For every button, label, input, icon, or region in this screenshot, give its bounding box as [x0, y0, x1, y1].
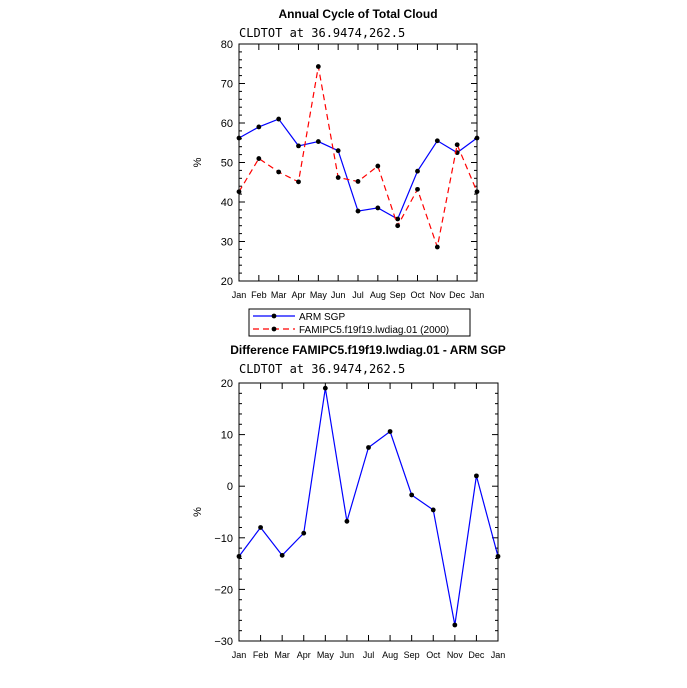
data-point	[335, 175, 341, 180]
legend-box	[248, 308, 471, 337]
data-point	[315, 64, 321, 69]
y-tick-label: −10	[214, 533, 233, 545]
x-tick-label: Jun	[331, 290, 346, 300]
data-point	[387, 429, 393, 434]
data-point	[236, 553, 242, 559]
data-point	[395, 216, 401, 222]
plot-frame	[238, 382, 499, 642]
data-point	[335, 148, 341, 154]
data-point	[454, 142, 460, 148]
x-tick-label: Jun	[340, 650, 355, 660]
data-point	[434, 138, 440, 144]
x-tick-label: Nov	[429, 290, 446, 300]
x-tick-label: Dec	[468, 650, 485, 660]
data-point	[276, 169, 282, 175]
x-tick-label: Jan	[232, 290, 247, 300]
data-point	[279, 552, 285, 558]
data-point	[236, 189, 242, 195]
y-tick-label: 60	[221, 118, 233, 130]
chart-title: Annual Cycle of Total Cloud	[278, 7, 437, 21]
x-tick-label: Aug	[382, 650, 398, 660]
series-line	[238, 66, 478, 250]
y-tick-label: −30	[214, 636, 233, 648]
x-tick-label: Jul	[363, 650, 375, 660]
x-tick-label: May	[317, 650, 335, 660]
x-tick-label: May	[310, 290, 328, 300]
data-point	[355, 179, 361, 184]
legend-label-arm-sgp: ARM SGP	[299, 312, 345, 323]
data-point	[474, 473, 479, 479]
data-point	[296, 143, 301, 149]
y-tick-label: 20	[221, 378, 233, 390]
chart-subtitle: CLDTOT at 36.9474,262.5	[239, 362, 405, 376]
data-point	[474, 135, 480, 141]
data-point	[495, 553, 501, 559]
x-tick-label: Feb	[251, 290, 267, 300]
chart-subtitle: CLDTOT at 36.9474,262.5	[239, 26, 405, 40]
x-tick-label: Jan	[470, 290, 485, 300]
plot-area: −30 −20 −10 0 10 20% Jan Feb Mar Apr May Jun Jul Aug S…	[192, 378, 505, 660]
data-point	[256, 124, 262, 130]
x-tick-label: Mar	[274, 650, 290, 660]
y-tick-label: 10	[221, 430, 233, 442]
series-line	[238, 118, 478, 220]
x-tick-label: Jan	[232, 650, 247, 660]
data-point	[452, 622, 458, 628]
data-point	[434, 244, 440, 250]
y-tick-label: 50	[221, 158, 233, 170]
data-point	[344, 518, 350, 524]
series-line	[238, 388, 499, 626]
legend-marker-arm-sgp	[271, 313, 277, 319]
data-point	[236, 135, 242, 141]
y-tick-label: 80	[221, 39, 233, 51]
y-axis-label: %	[192, 507, 204, 517]
data-point	[322, 385, 328, 391]
data-point	[315, 139, 321, 144]
x-tick-label: Aug	[370, 290, 386, 300]
x-tick-label: Jul	[352, 290, 364, 300]
x-tick-label: Oct	[426, 650, 441, 660]
legend-label-model: FAMIPC5.f19f19.lwdiag.01 (2000)	[299, 325, 449, 336]
data-point	[355, 208, 361, 214]
legend-marker-model	[271, 326, 277, 332]
data-point	[366, 445, 371, 450]
x-tick-label: Apr	[297, 650, 311, 660]
y-tick-label: 40	[221, 197, 233, 209]
data-point	[415, 168, 420, 174]
data-point	[276, 116, 282, 122]
data-point	[395, 223, 401, 229]
data-point	[415, 186, 420, 192]
y-tick-label: 20	[221, 276, 233, 288]
x-tick-label: Feb	[253, 650, 269, 660]
plot-area: 20 30 40 50 60 70 80% Jan Feb Mar Apr May Jun Jul Aug S…	[192, 39, 484, 300]
data-point	[474, 189, 480, 195]
x-tick-label: Dec	[449, 290, 466, 300]
data-point	[301, 530, 307, 536]
y-tick-label: 30	[221, 237, 233, 249]
data-point	[256, 156, 262, 161]
data-point	[430, 507, 436, 513]
data-point	[375, 163, 381, 169]
annual-cycle-chart: Annual Cycle of Total Cloud CLDTOT at 36…	[192, 7, 484, 337]
y-axis-label: %	[192, 157, 204, 167]
data-point	[375, 205, 381, 211]
chart-title: Difference FAMIPC5.f19f19.lwdiag.01 - AR…	[230, 343, 506, 357]
data-point	[296, 179, 301, 185]
x-tick-label: Sep	[404, 650, 420, 660]
x-tick-label: Mar	[271, 290, 287, 300]
x-tick-label: Apr	[291, 290, 305, 300]
x-tick-label: Nov	[447, 650, 464, 660]
data-point	[409, 492, 415, 498]
x-tick-label: Oct	[410, 290, 425, 300]
plot-frame	[238, 43, 478, 282]
y-tick-label: 0	[227, 481, 233, 493]
legend: ARM SGP FAMIPC5.f19f19.lwdiag.01 (2000)	[248, 308, 471, 337]
x-tick-label: Jan	[491, 650, 506, 660]
data-point	[258, 525, 263, 530]
x-tick-label: Sep	[390, 290, 406, 300]
difference-chart: Difference FAMIPC5.f19f19.lwdiag.01 - AR…	[192, 343, 506, 660]
y-tick-label: 70	[221, 79, 233, 91]
y-tick-label: −20	[214, 584, 233, 596]
